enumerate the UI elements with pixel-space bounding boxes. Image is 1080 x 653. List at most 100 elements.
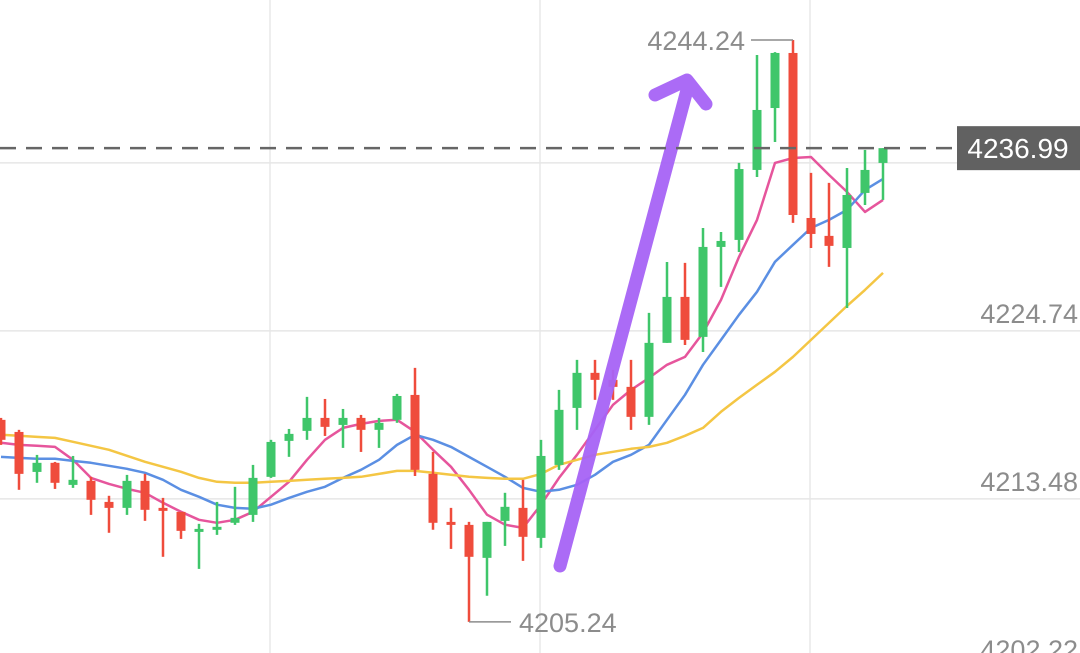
low-marker-label: 4205.24 [519, 608, 617, 638]
candle-body [482, 521, 492, 558]
candle-up [752, 55, 762, 177]
moving-average-line [0, 155, 884, 530]
candle-body [536, 455, 546, 538]
candle-body [752, 109, 762, 170]
candle-down [86, 476, 96, 515]
candle-up [644, 312, 654, 425]
candle-body [806, 217, 816, 234]
extreme-markers: 4244.24 4205.24 [469, 26, 793, 638]
candle-down [50, 461, 60, 489]
candle-up [536, 439, 546, 548]
candle-body [230, 517, 240, 523]
candle-body [518, 507, 528, 537]
candle-up [230, 486, 240, 525]
candle-up [500, 492, 510, 546]
candle-down [356, 414, 366, 452]
trend-arrow-annotation [553, 73, 713, 573]
candle-body [158, 507, 168, 511]
candle-body [572, 372, 582, 408]
candle-down [428, 451, 438, 530]
candle-body [266, 441, 276, 477]
candle-body [356, 417, 366, 430]
candle-body [680, 296, 690, 340]
candle-up [662, 261, 672, 343]
candle-body [338, 417, 348, 425]
candle-body [428, 473, 438, 523]
candle-up [68, 455, 78, 488]
candle-body [374, 422, 384, 430]
candle-up [572, 359, 582, 430]
candle-body [194, 528, 204, 532]
candle-body [248, 477, 258, 515]
y-tick-label: 4202.22 [980, 635, 1078, 653]
y-tick-label: 4224.74 [980, 299, 1078, 329]
current-price-indicator: 4236.99 [0, 126, 1080, 171]
current-price-label: 4236.99 [967, 133, 1068, 164]
current-price-tag [957, 126, 1080, 171]
candle-body [860, 169, 870, 193]
candle-body [410, 394, 420, 470]
candle-body [140, 480, 150, 510]
candle-down [464, 521, 474, 622]
candle-body [734, 169, 744, 240]
candle-down [788, 39, 798, 223]
candle-body [14, 431, 24, 474]
candle-body [500, 506, 510, 521]
y-tick-label: 4213.48 [980, 467, 1078, 497]
candle-down [158, 497, 168, 557]
candle-down [680, 262, 690, 345]
candle-body [698, 246, 708, 337]
candle-body [788, 52, 798, 215]
candle-body [86, 480, 96, 500]
candle-down [806, 172, 816, 248]
candle-down [518, 479, 528, 561]
candle-down [626, 359, 636, 430]
candle-down [104, 495, 114, 533]
candle-body [824, 235, 834, 246]
candle-down [14, 429, 24, 490]
candle-body [716, 240, 726, 247]
candle-down [446, 507, 456, 549]
candle-body [446, 521, 456, 525]
moving-average-line [0, 271, 884, 485]
candle-down [176, 511, 186, 539]
candle-down [320, 398, 330, 436]
candle-up [554, 389, 564, 470]
candle-body [302, 417, 312, 431]
candle-up [392, 393, 402, 423]
candle-up [338, 408, 348, 448]
candle-up [770, 52, 780, 143]
candle-up [284, 428, 294, 457]
candle-body [68, 479, 78, 485]
candle-up [878, 148, 888, 200]
candle-up [374, 417, 384, 448]
candle-up [482, 521, 492, 596]
candles [0, 39, 888, 622]
candle-up [212, 501, 222, 535]
candle-body [770, 52, 780, 109]
candle-up [248, 464, 258, 522]
candle-down [824, 182, 834, 267]
candle-down [590, 359, 600, 400]
candle-down [0, 417, 6, 445]
candle-up [266, 439, 276, 478]
candle-body [0, 419, 6, 440]
candle-up [194, 523, 204, 569]
price-axis: 4224.74 4213.48 4202.22 [980, 299, 1078, 653]
moving-average-line [0, 177, 884, 511]
candle-up [122, 474, 132, 515]
candle-body [122, 480, 132, 508]
high-marker-label: 4244.24 [647, 26, 745, 56]
candle-body [392, 395, 402, 420]
candle-body [176, 511, 186, 531]
candle-up [734, 162, 744, 252]
candle-down [410, 367, 420, 476]
candle-up [32, 454, 42, 483]
grid [269, 0, 811, 653]
arrow-up-icon [553, 73, 713, 573]
candle-body [212, 526, 222, 530]
candle-body [842, 195, 852, 248]
candle-up [698, 227, 708, 352]
candle-body [50, 462, 60, 483]
